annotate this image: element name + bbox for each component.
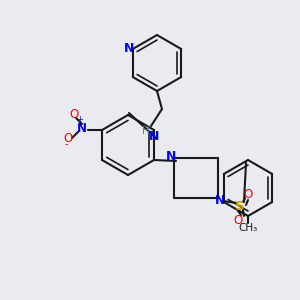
Text: H: H bbox=[142, 126, 150, 136]
Text: CH₃: CH₃ bbox=[238, 223, 258, 233]
Text: +: + bbox=[76, 116, 83, 124]
Text: O: O bbox=[63, 131, 73, 145]
Text: S: S bbox=[235, 200, 245, 212]
Text: N: N bbox=[124, 41, 134, 55]
Text: N: N bbox=[77, 122, 87, 134]
Text: N: N bbox=[166, 149, 176, 163]
Text: O: O bbox=[233, 214, 243, 226]
Text: O: O bbox=[69, 107, 79, 121]
Text: N: N bbox=[149, 130, 159, 142]
Text: -: - bbox=[64, 139, 68, 149]
Text: N: N bbox=[215, 194, 225, 206]
Text: O: O bbox=[243, 188, 253, 200]
